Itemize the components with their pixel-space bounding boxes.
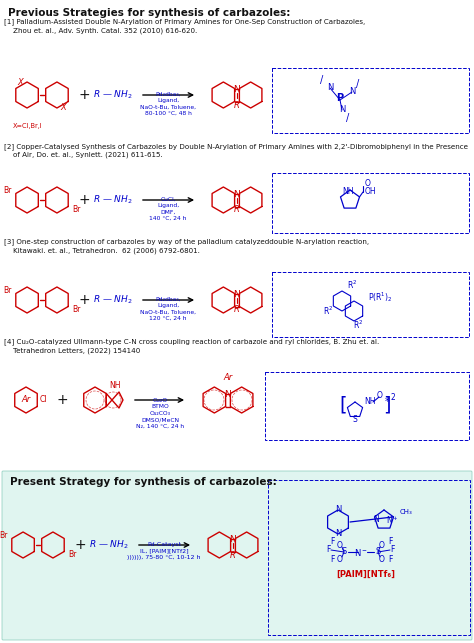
Text: Pd₂dba₃,
Ligand,
NaO-t-Bu, Toluene,
120 °C, 24 h: Pd₂dba₃, Ligand, NaO-t-Bu, Toluene, 120 … [140, 297, 196, 322]
Text: /: / [320, 75, 324, 85]
Text: Pd₂dba₃,
Ligand,
NaO-t-Bu, Toluene,
80-100 °C, 48 h: Pd₂dba₃, Ligand, NaO-t-Bu, Toluene, 80-1… [140, 92, 196, 116]
Text: F: F [330, 538, 334, 547]
Text: F: F [390, 545, 394, 554]
Text: X=Cl,Br,I: X=Cl,Br,I [13, 123, 43, 129]
Text: Cl: Cl [40, 395, 47, 404]
Text: Ar: Ar [21, 395, 31, 404]
Text: N: N [349, 87, 355, 96]
FancyBboxPatch shape [2, 471, 472, 640]
Text: S: S [341, 547, 346, 556]
Text: ]: ] [383, 395, 391, 415]
Bar [272, 68, 469, 133]
Text: N: N [339, 105, 345, 114]
Text: F: F [388, 538, 392, 547]
Text: NH: NH [342, 188, 354, 197]
Text: N$^+$: N$^+$ [386, 514, 399, 526]
Text: Br: Br [3, 186, 11, 195]
Text: O: O [377, 390, 383, 399]
Text: O: O [365, 179, 371, 188]
Text: R: R [234, 206, 240, 215]
Text: R: R [230, 550, 236, 559]
Bar [268, 480, 470, 635]
Text: CuCl,
Ligand,
DMF,
140 °C, 24 h: CuCl, Ligand, DMF, 140 °C, 24 h [149, 197, 187, 221]
Text: [4] Cu₂O-catalyzed Ullmann-type C-N cross coupling reaction of carbazole and ryl: [4] Cu₂O-catalyzed Ullmann-type C-N cros… [4, 338, 379, 354]
Text: 2: 2 [391, 392, 395, 401]
Text: Br: Br [73, 305, 81, 314]
Text: R — NH$_2$: R — NH$_2$ [93, 89, 133, 101]
Text: Cu₂O
BTMO
Cs₂CO₃
DMSO/MeCN
N₂, 140 °C, 24 h: Cu₂O BTMO Cs₂CO₃ DMSO/MeCN N₂, 140 °C, 2… [136, 398, 184, 429]
Text: N: N [234, 190, 240, 199]
Bar [272, 173, 469, 233]
Text: N: N [335, 505, 341, 514]
Text: S: S [375, 547, 381, 556]
Text: N: N [234, 290, 240, 299]
Text: [3] One-step construction of carbazoles by way of the palladium catalyzeddouble : [3] One-step construction of carbazoles … [4, 238, 369, 253]
Text: R: R [234, 100, 240, 109]
Text: R — NH$_2$: R — NH$_2$ [93, 194, 133, 206]
Text: N: N [335, 529, 341, 538]
Text: Present Strategy for synthesis of carbazoles:: Present Strategy for synthesis of carbaz… [10, 477, 277, 487]
Text: R: R [234, 305, 240, 314]
Text: Br: Br [73, 204, 81, 213]
Text: /: / [356, 79, 360, 89]
Text: +: + [78, 293, 90, 307]
Text: N: N [327, 84, 333, 93]
Text: CH₃: CH₃ [400, 509, 413, 515]
Text: P: P [337, 93, 344, 103]
Text: [PAIM][NTf₆]: [PAIM][NTf₆] [337, 570, 395, 579]
Text: [2] Copper-Catalysed Synthesis of Carbazoles by Double N-Arylation of Primary Am: [2] Copper-Catalysed Synthesis of Carbaz… [4, 143, 468, 159]
Text: F: F [330, 556, 334, 565]
Text: R$^2$: R$^2$ [353, 319, 363, 331]
Text: N: N [373, 516, 379, 525]
Text: [: [ [339, 395, 347, 415]
Text: +: + [78, 88, 90, 102]
Text: N$^-$: N$^-$ [354, 547, 368, 557]
Text: N: N [234, 85, 240, 94]
Text: F: F [326, 545, 330, 554]
Text: Br: Br [69, 550, 77, 559]
Text: R$^2$: R$^2$ [323, 305, 333, 317]
Text: O: O [379, 541, 385, 550]
Text: NH: NH [364, 397, 376, 406]
Text: [1] Palladium-Assisted Double N-Arylation of Primary Amines for One-Sep Construc: [1] Palladium-Assisted Double N-Arylatio… [4, 18, 365, 33]
Text: N: N [229, 535, 237, 544]
Text: *: * [384, 397, 389, 407]
Text: O: O [379, 554, 385, 563]
Text: Previous Strategies for synthesis of carbazoles:: Previous Strategies for synthesis of car… [8, 8, 291, 18]
Text: +: + [56, 393, 68, 407]
Text: OH: OH [365, 188, 377, 197]
Text: F: F [388, 556, 392, 565]
Text: Pd-Catayst
IL, [PAIM][NTf2]
)))))), 75-80 °C, 10-12 h: Pd-Catayst IL, [PAIM][NTf2] )))))), 75-8… [127, 542, 201, 560]
Text: Br: Br [3, 286, 11, 295]
Text: P(R$^1$)$_2$: P(R$^1$)$_2$ [368, 290, 392, 304]
Text: S: S [353, 415, 357, 424]
Text: O: O [337, 541, 343, 550]
Text: /: / [346, 113, 350, 123]
Text: Br: Br [0, 531, 8, 540]
Text: N: N [225, 390, 231, 399]
Text: R — NH$_2$: R — NH$_2$ [93, 294, 133, 306]
Bar [265, 372, 469, 440]
Text: R$^2$: R$^2$ [347, 279, 357, 291]
Text: +: + [78, 193, 90, 207]
Text: NH: NH [109, 381, 121, 390]
Text: +: + [74, 538, 86, 552]
Text: X: X [61, 103, 66, 112]
Bar [272, 272, 469, 337]
Text: O: O [337, 554, 343, 563]
Text: R — NH$_2$: R — NH$_2$ [89, 539, 129, 551]
Text: Ar: Ar [223, 373, 233, 382]
Text: X: X [18, 78, 23, 87]
